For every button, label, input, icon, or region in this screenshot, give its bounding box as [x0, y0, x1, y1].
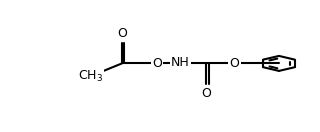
Text: O: O: [152, 57, 162, 70]
Text: NH: NH: [171, 56, 190, 69]
Text: CH$_3$: CH$_3$: [78, 69, 103, 84]
Text: O: O: [230, 57, 239, 70]
Text: O: O: [117, 27, 127, 40]
Text: O: O: [201, 87, 211, 100]
